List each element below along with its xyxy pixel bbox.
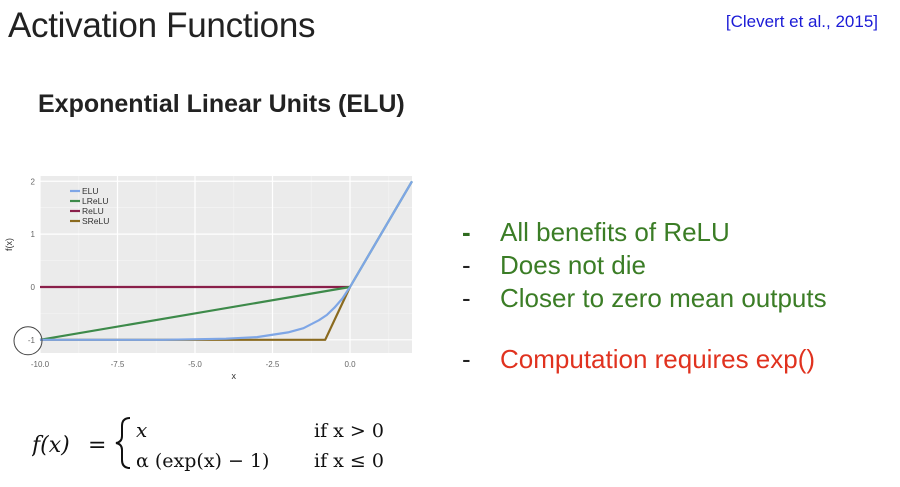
bullet-text: All benefits of ReLU <box>500 217 730 247</box>
x-tick-label: -10.0 <box>31 360 50 369</box>
activation-chart: -10.0 -7.5 -5.0 -2.5 0.0 -1 0 1 2 x f(x) ELULReLURe… <box>4 176 413 380</box>
y-tick-label: 0 <box>31 283 36 292</box>
x-tick-label: 0.0 <box>344 360 356 369</box>
y-tick-label: -1 <box>28 336 36 345</box>
bullet-dash: - <box>462 283 471 313</box>
annotation-circle <box>13 326 43 356</box>
legend-label: LReLU <box>82 196 108 206</box>
x-axis-label: x <box>232 371 237 380</box>
x-tick-label: -2.5 <box>266 360 280 369</box>
formula-case1-cond: if x > 0 <box>314 420 384 442</box>
y-axis-label: f(x) <box>4 238 14 251</box>
x-tick-label: -7.5 <box>111 360 125 369</box>
bullet-item: - Closer to zero mean outputs <box>462 282 827 315</box>
slide-title: Activation Functions <box>8 6 316 45</box>
bullet-item: - Does not die <box>462 249 827 282</box>
y-tick-label: 1 <box>31 230 36 239</box>
formula-case1-expr: x <box>136 418 147 442</box>
y-tick-label: 2 <box>31 177 36 186</box>
bullet-dash: - <box>462 250 471 280</box>
bullet-text: Does not die <box>500 250 646 280</box>
bullet-item: - Computation requires exp() <box>462 343 827 376</box>
formula-case2-cond: if x ≤ 0 <box>314 450 384 472</box>
x-tick-label: -5.0 <box>188 360 202 369</box>
formula-lhs: f(x) <box>32 433 70 458</box>
slide-subtitle: Exponential Linear Units (ELU) <box>38 90 405 118</box>
bullet-text: Computation requires exp() <box>500 344 816 374</box>
bullet-list: - All benefits of ReLU - Does not die - Clo… <box>462 216 827 376</box>
elu-formula: f(x) = x if x > 0 α (exp(x) − 1) if x ≤ … <box>32 417 384 472</box>
bullet-item: - All benefits of ReLU <box>462 216 827 249</box>
bullet-dash: - <box>462 344 471 374</box>
formula-equals: = <box>88 433 106 458</box>
bullet-dash: - <box>462 217 471 247</box>
legend-label: SReLU <box>82 216 109 226</box>
legend-label: ELU <box>82 186 99 196</box>
formula-brace <box>115 417 131 469</box>
formula-case2-expr: α (exp(x) − 1) <box>136 450 269 472</box>
series-line-elu <box>40 180 413 341</box>
bullet-text: Closer to zero mean outputs <box>500 283 827 313</box>
legend-label: ReLU <box>82 206 104 216</box>
citation: [Clevert et al., 2015] <box>725 12 878 31</box>
